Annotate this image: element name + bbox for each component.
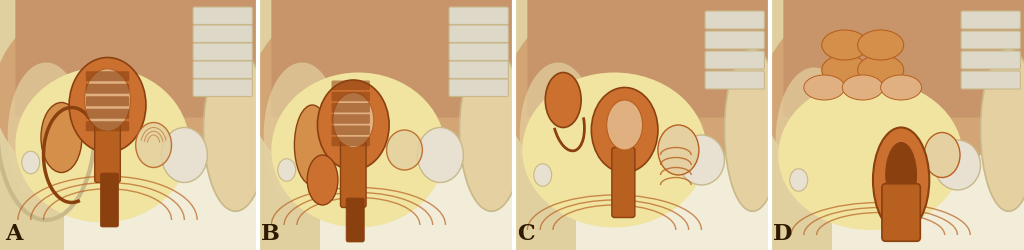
- Text: C: C: [517, 223, 535, 245]
- FancyBboxPatch shape: [86, 84, 129, 94]
- Ellipse shape: [592, 88, 657, 172]
- Ellipse shape: [15, 68, 189, 222]
- FancyBboxPatch shape: [449, 43, 508, 60]
- FancyBboxPatch shape: [15, 0, 261, 118]
- Ellipse shape: [886, 142, 916, 208]
- FancyBboxPatch shape: [340, 138, 367, 208]
- Ellipse shape: [778, 80, 963, 230]
- Ellipse shape: [881, 75, 922, 100]
- FancyBboxPatch shape: [961, 31, 1020, 49]
- FancyBboxPatch shape: [449, 79, 508, 96]
- Ellipse shape: [387, 130, 423, 170]
- FancyBboxPatch shape: [705, 31, 764, 49]
- Ellipse shape: [522, 72, 707, 228]
- Ellipse shape: [546, 72, 582, 128]
- FancyBboxPatch shape: [193, 7, 252, 24]
- Ellipse shape: [842, 75, 883, 100]
- FancyBboxPatch shape: [709, 0, 831, 250]
- FancyBboxPatch shape: [527, 0, 773, 118]
- FancyBboxPatch shape: [86, 109, 129, 119]
- Ellipse shape: [858, 30, 903, 60]
- FancyBboxPatch shape: [193, 43, 252, 60]
- Ellipse shape: [821, 55, 867, 85]
- FancyBboxPatch shape: [783, 0, 1024, 118]
- FancyBboxPatch shape: [86, 121, 129, 131]
- Ellipse shape: [725, 49, 780, 211]
- FancyBboxPatch shape: [449, 61, 508, 78]
- FancyBboxPatch shape: [94, 122, 121, 182]
- Ellipse shape: [8, 62, 84, 208]
- FancyBboxPatch shape: [453, 0, 575, 250]
- Ellipse shape: [264, 62, 340, 208]
- FancyBboxPatch shape: [193, 61, 252, 78]
- Ellipse shape: [295, 105, 330, 185]
- FancyBboxPatch shape: [961, 71, 1020, 89]
- Ellipse shape: [776, 68, 852, 212]
- Ellipse shape: [278, 159, 296, 181]
- Ellipse shape: [679, 135, 725, 185]
- FancyBboxPatch shape: [882, 184, 921, 241]
- Ellipse shape: [924, 132, 961, 178]
- FancyBboxPatch shape: [193, 79, 252, 96]
- FancyBboxPatch shape: [705, 11, 764, 29]
- Ellipse shape: [161, 128, 207, 182]
- FancyBboxPatch shape: [332, 80, 370, 90]
- FancyBboxPatch shape: [705, 51, 764, 69]
- Ellipse shape: [0, 0, 237, 195]
- FancyBboxPatch shape: [197, 0, 319, 250]
- FancyBboxPatch shape: [961, 51, 1020, 69]
- FancyBboxPatch shape: [332, 92, 370, 101]
- Ellipse shape: [418, 128, 464, 182]
- Ellipse shape: [460, 49, 523, 211]
- Ellipse shape: [858, 55, 903, 85]
- FancyBboxPatch shape: [449, 25, 508, 42]
- Ellipse shape: [872, 128, 930, 232]
- Ellipse shape: [307, 155, 338, 205]
- FancyBboxPatch shape: [346, 198, 365, 242]
- FancyBboxPatch shape: [961, 11, 1020, 29]
- Ellipse shape: [520, 62, 596, 208]
- FancyBboxPatch shape: [449, 7, 508, 24]
- Text: D: D: [773, 223, 793, 245]
- Ellipse shape: [135, 122, 171, 168]
- Ellipse shape: [271, 72, 445, 228]
- Ellipse shape: [41, 102, 82, 172]
- Text: B: B: [261, 223, 280, 245]
- Ellipse shape: [204, 49, 267, 211]
- Ellipse shape: [534, 164, 552, 186]
- FancyBboxPatch shape: [86, 96, 129, 106]
- FancyBboxPatch shape: [332, 103, 370, 113]
- FancyBboxPatch shape: [0, 0, 63, 250]
- Ellipse shape: [804, 75, 845, 100]
- Ellipse shape: [333, 92, 374, 148]
- Ellipse shape: [762, 0, 1005, 195]
- FancyBboxPatch shape: [100, 173, 119, 227]
- Ellipse shape: [981, 49, 1024, 211]
- Ellipse shape: [317, 80, 389, 170]
- Text: A: A: [5, 223, 23, 245]
- Ellipse shape: [790, 169, 808, 191]
- FancyBboxPatch shape: [612, 148, 635, 218]
- Ellipse shape: [657, 125, 698, 175]
- FancyBboxPatch shape: [705, 71, 764, 89]
- Ellipse shape: [84, 69, 131, 131]
- FancyBboxPatch shape: [271, 0, 517, 118]
- Ellipse shape: [250, 0, 493, 195]
- FancyBboxPatch shape: [193, 25, 252, 42]
- Ellipse shape: [22, 151, 40, 174]
- Ellipse shape: [70, 58, 145, 152]
- Ellipse shape: [606, 100, 643, 150]
- FancyBboxPatch shape: [86, 71, 129, 81]
- Ellipse shape: [935, 140, 981, 190]
- Ellipse shape: [506, 0, 749, 195]
- Ellipse shape: [821, 30, 867, 60]
- FancyBboxPatch shape: [332, 137, 370, 146]
- FancyBboxPatch shape: [332, 114, 370, 124]
- FancyBboxPatch shape: [332, 126, 370, 135]
